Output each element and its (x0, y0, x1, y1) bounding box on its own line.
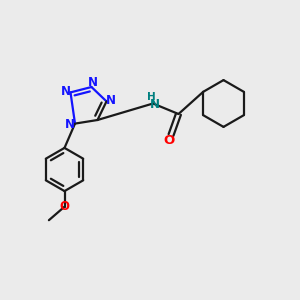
Text: N: N (61, 85, 71, 98)
Text: N: N (65, 118, 75, 131)
Text: N: N (88, 76, 98, 89)
Text: N: N (149, 98, 160, 111)
Text: O: O (164, 134, 175, 147)
Text: H: H (147, 92, 156, 103)
Text: N: N (106, 94, 116, 107)
Text: O: O (60, 200, 70, 214)
